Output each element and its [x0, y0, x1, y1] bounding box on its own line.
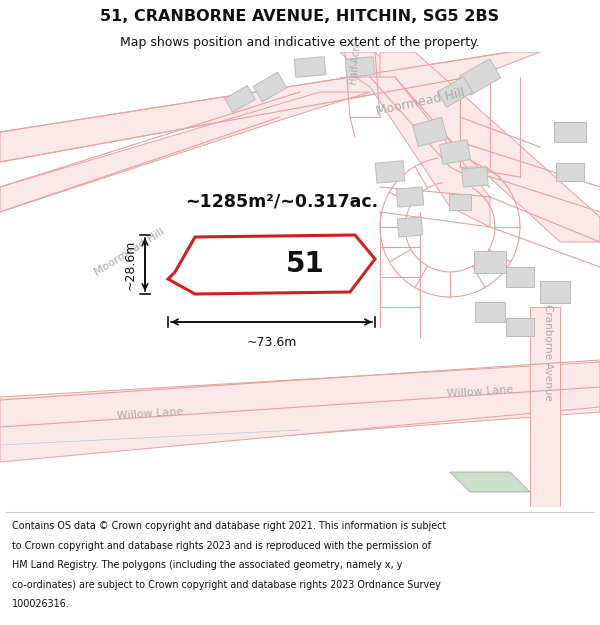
Text: Cranborne Avenue: Cranborne Avenue [543, 304, 553, 401]
Text: Moormead Hill: Moormead Hill [93, 226, 167, 278]
Polygon shape [0, 362, 600, 427]
Text: HM Land Registry. The polygons (including the associated geometry, namely x, y: HM Land Registry. The polygons (includin… [12, 560, 403, 570]
Text: to Crown copyright and database rights 2023 and is reproduced with the permissio: to Crown copyright and database rights 2… [12, 541, 431, 551]
Polygon shape [397, 217, 423, 237]
Polygon shape [439, 140, 470, 164]
Polygon shape [168, 235, 375, 294]
Text: ~73.6m: ~73.6m [247, 336, 296, 349]
Text: Willow Lane: Willow Lane [446, 385, 514, 399]
Text: co-ordinates) are subject to Crown copyright and database rights 2023 Ordnance S: co-ordinates) are subject to Crown copyr… [12, 579, 441, 589]
Polygon shape [0, 362, 600, 462]
Polygon shape [375, 161, 405, 183]
Polygon shape [506, 267, 534, 287]
Polygon shape [475, 302, 505, 322]
Polygon shape [0, 52, 540, 162]
Polygon shape [540, 281, 570, 303]
Text: 51: 51 [286, 250, 325, 278]
Polygon shape [345, 57, 375, 77]
Polygon shape [462, 167, 488, 187]
Polygon shape [450, 472, 530, 492]
Polygon shape [253, 72, 287, 102]
Polygon shape [474, 251, 506, 273]
Polygon shape [506, 318, 534, 336]
Polygon shape [556, 163, 584, 181]
Text: 100026316.: 100026316. [12, 599, 70, 609]
Polygon shape [355, 77, 490, 227]
Text: 51, CRANBORNE AVENUE, HITCHIN, SG5 2BS: 51, CRANBORNE AVENUE, HITCHIN, SG5 2BS [100, 9, 500, 24]
Text: ~1285m²/~0.317ac.: ~1285m²/~0.317ac. [185, 193, 378, 211]
Text: Map shows position and indicative extent of the property.: Map shows position and indicative extent… [120, 36, 480, 49]
Text: Moormead Hill: Moormead Hill [374, 86, 466, 118]
Polygon shape [449, 194, 471, 210]
Text: Half-Acre: Half-Acre [348, 40, 362, 84]
Polygon shape [0, 392, 600, 457]
Polygon shape [437, 77, 472, 108]
Polygon shape [396, 187, 424, 207]
Polygon shape [225, 86, 255, 112]
Polygon shape [554, 122, 586, 142]
Polygon shape [294, 57, 326, 78]
Polygon shape [0, 92, 370, 212]
Polygon shape [413, 118, 448, 146]
Polygon shape [530, 307, 560, 507]
Text: Willow Lane: Willow Lane [116, 407, 184, 421]
Text: ~28.6m: ~28.6m [124, 239, 137, 289]
Polygon shape [340, 52, 490, 167]
Polygon shape [380, 52, 600, 242]
Polygon shape [460, 59, 500, 95]
Text: Contains OS data © Crown copyright and database right 2021. This information is : Contains OS data © Crown copyright and d… [12, 521, 446, 531]
